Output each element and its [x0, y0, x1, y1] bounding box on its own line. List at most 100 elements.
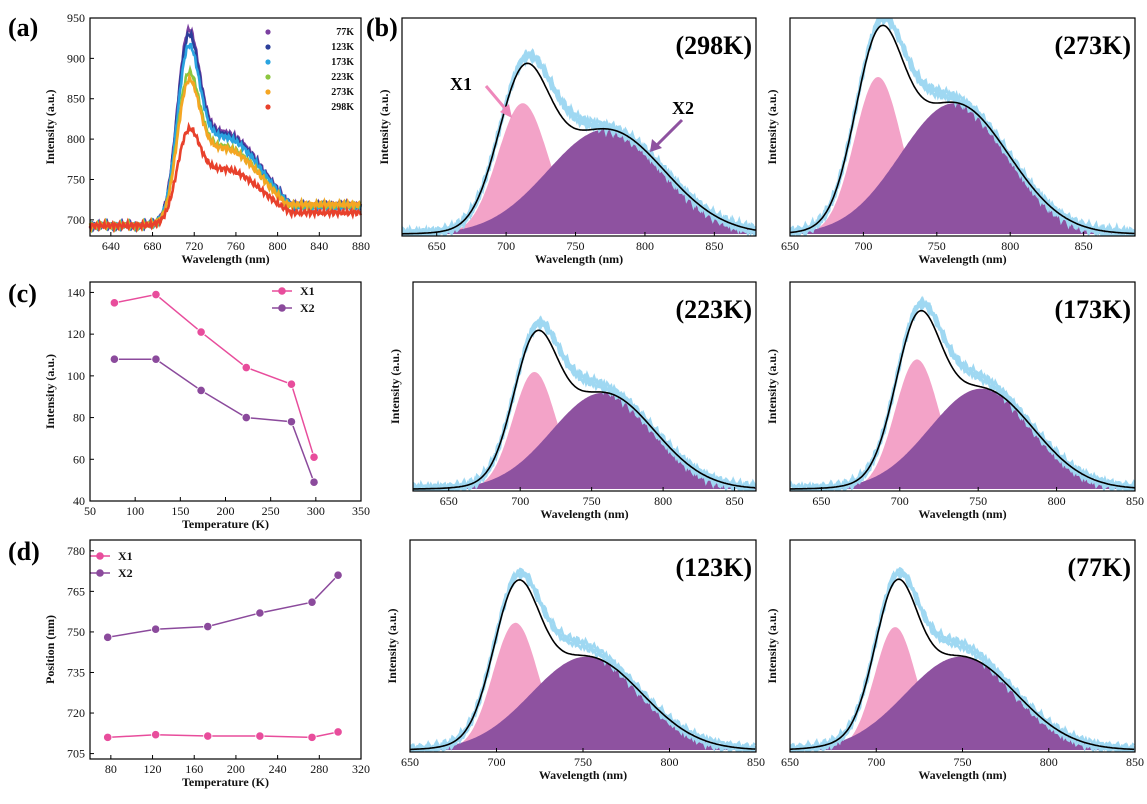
d-point-X2 [203, 621, 213, 632]
chart-d: X1 X2 80 120 160 200 240 280 320 705 720 735 750 765 7… [43, 539, 370, 789]
d-point-X2 [255, 608, 265, 618]
d-x-tick-label: 240 [269, 762, 287, 776]
panel-letter-a: (a) [8, 13, 38, 42]
legend-label-173K: 173K [331, 57, 354, 68]
legend-label-273K: 273K [331, 87, 354, 98]
legend-marker-173K [265, 59, 271, 65]
b273-x-tick-label: 800 [1001, 239, 1019, 253]
legend-marker-298K [265, 104, 271, 110]
c-point-X1 [151, 289, 161, 300]
d-legend-label-X2: X2 [118, 566, 133, 580]
b298-x1-peak-area [402, 103, 756, 234]
b173-x-tick-label: 650 [812, 494, 830, 508]
d-point-X1 [333, 727, 343, 737]
b273-x-tick-label: 850 [1075, 239, 1093, 253]
b223-x-tick-label: 700 [511, 494, 529, 508]
b123-fit-curve [410, 579, 756, 751]
d-x-tick-label: 200 [227, 762, 245, 776]
b273-x-axis-label: Wavelength (nm) [918, 252, 1006, 266]
d-x-tick-label: 280 [310, 762, 328, 776]
b273-y-axis-label: Intensity (a.u.) [765, 89, 779, 164]
legend-label-223K: 223K [331, 72, 354, 83]
b77-y-axis-label: Intensity (a.u.) [765, 608, 779, 683]
c-legend-label-X1: X1 [300, 284, 315, 298]
legend-marker-123K [265, 44, 271, 50]
b77-x-tick-label: 850 [1126, 755, 1144, 769]
c-point-X2 [196, 385, 206, 396]
b298-x-axis-label: Wavelength (nm) [535, 252, 623, 266]
b123-x2-peak-area [410, 656, 756, 750]
b223-x-tick-label: 850 [726, 494, 744, 508]
d-series-line-X1 [107, 731, 339, 739]
b123-x-tick-label: 850 [747, 755, 765, 769]
c-x-tick-label: 100 [126, 504, 144, 518]
b77-plot-area [790, 566, 1135, 752]
b223-x-tick-label: 800 [654, 494, 672, 508]
b123-x-axis-label: Wavelength (nm) [539, 768, 627, 782]
chart-a-x-tick-label: 800 [269, 239, 287, 253]
b123-x-tick-label: 750 [574, 755, 592, 769]
legend-label-298K: 298K [331, 102, 354, 113]
b223-plot-area [413, 315, 756, 491]
chart-a-frame [89, 17, 362, 237]
c-y-tick-label: 60 [73, 452, 85, 466]
b77-x-tick-label: 700 [867, 755, 885, 769]
b123-x-tick-label: 650 [401, 755, 419, 769]
d-series-line-X2 [107, 574, 339, 639]
x1-peak-label: X1 [450, 74, 472, 94]
c-point-X2 [109, 354, 119, 364]
d-y-tick-label: 750 [67, 625, 85, 639]
c-x-tick-label: 50 [84, 504, 96, 518]
chart-a-y-tick-label: 950 [67, 11, 85, 25]
c-y-axis-label: Intensity (a.u.) [43, 354, 57, 429]
c-legend-marker-X2 [278, 304, 286, 312]
c-y-tick-label: 80 [73, 411, 85, 425]
c-x-tick-label: 250 [262, 504, 280, 518]
series-line-298K [88, 121, 363, 234]
d-point-X1 [203, 731, 213, 741]
c-point-X1 [241, 362, 251, 373]
series-line-77K [88, 23, 363, 234]
c-series-line-X1 [114, 293, 315, 458]
c-point-X2 [241, 412, 251, 423]
chart-a-x-tick-label: 760 [227, 239, 245, 253]
b223-x-tick-label: 750 [583, 494, 601, 508]
chart-b-77k: 650 700 750 800 850 Wavelength (nm) Intensity … [765, 539, 1144, 782]
c-x-tick-label: 200 [217, 504, 235, 518]
c-y-tick-label: 140 [67, 285, 85, 299]
b223-y-axis-label: Intensity (a.u.) [388, 349, 402, 424]
chart-a-y-axis-label: Intensity (a.u.) [43, 89, 57, 164]
b123-temperature-label: (123K) [675, 553, 752, 582]
d-point-X2 [103, 632, 113, 642]
x1-arrow-head [500, 104, 512, 118]
legend-marker-223K [265, 74, 271, 80]
d-y-tick-label: 765 [67, 584, 85, 598]
b298-frame [401, 17, 757, 237]
c-point-X2 [151, 354, 161, 364]
b223-x1-peak-area [413, 372, 756, 489]
d-frame [89, 539, 362, 760]
b223-fit-curve [413, 329, 756, 490]
chart-a-y-tick-label: 850 [67, 92, 85, 106]
b298-plot-area [402, 47, 756, 236]
b173-fit-curve [790, 309, 1135, 490]
panel-letter-b: (b) [366, 13, 398, 42]
x2-arrow-head [650, 139, 662, 152]
b77-fit-curve [790, 578, 1135, 751]
chart-b-123k: 650 700 750 800 850 Wavelength (nm) Intensity … [385, 539, 765, 782]
b223-experimental-curve [413, 315, 756, 491]
x2-peak-label: X2 [672, 98, 694, 118]
b77-x-tick-label: 800 [1040, 755, 1058, 769]
x2-pointer-arrow [654, 118, 684, 148]
chart-a-y-tick-label: 800 [67, 132, 85, 146]
d-x-tick-label: 160 [185, 762, 203, 776]
chart-a-x-tick-label: 880 [352, 239, 370, 253]
c-y-tick-label: 40 [73, 494, 85, 508]
b273-x-tick-label: 700 [854, 239, 872, 253]
c-point-X1 [196, 327, 206, 337]
x1-pointer-arrow [484, 85, 510, 113]
b77-x-tick-label: 650 [781, 755, 799, 769]
b273-temperature-label: (273K) [1054, 31, 1131, 60]
d-x-tick-label: 320 [352, 762, 370, 776]
b123-x1-peak-area [410, 622, 756, 750]
